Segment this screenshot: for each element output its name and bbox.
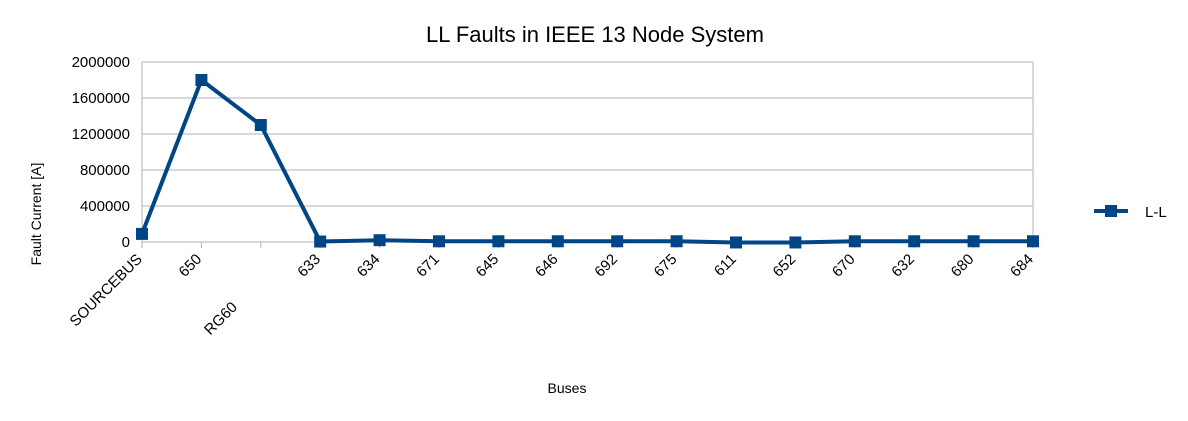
data-point bbox=[1027, 235, 1039, 248]
x-tick-label: 633 bbox=[294, 251, 324, 281]
y-tick-label: 400000 bbox=[80, 198, 130, 215]
x-tick-label: 692 bbox=[591, 251, 621, 281]
data-point bbox=[967, 235, 980, 248]
x-tick-label: 675 bbox=[651, 251, 681, 281]
x-tick-label: SOURCEBUS bbox=[67, 251, 146, 330]
legend: L-L bbox=[1094, 204, 1167, 221]
chart-title: LL Faults in IEEE 13 Node System bbox=[426, 22, 764, 47]
y-tick-label: 1600000 bbox=[72, 90, 130, 107]
x-tick-label: RG60 bbox=[201, 299, 241, 339]
legend-marker bbox=[1105, 205, 1117, 217]
data-point bbox=[551, 235, 564, 248]
x-tick-label: 645 bbox=[473, 251, 503, 281]
x-axis-ticks: SOURCEBUS 650 RG60 633 634 671 645 646 692 675 611… bbox=[67, 242, 1037, 339]
data-point bbox=[492, 235, 505, 248]
y-tick-label: 1200000 bbox=[72, 126, 130, 143]
data-point bbox=[908, 235, 921, 248]
data-point bbox=[314, 235, 327, 248]
series-l-l bbox=[136, 74, 1039, 249]
data-point bbox=[730, 236, 742, 249]
x-tick-label: 646 bbox=[532, 251, 562, 281]
data-point bbox=[373, 234, 386, 247]
x-axis-title: Buses bbox=[548, 380, 587, 396]
x-tick-label: 652 bbox=[770, 251, 800, 281]
x-tick-label: 670 bbox=[829, 251, 859, 281]
data-point bbox=[611, 235, 624, 248]
y-tick-label: 0 bbox=[122, 234, 130, 251]
data-point bbox=[670, 235, 683, 248]
data-point bbox=[433, 235, 445, 248]
x-tick-label: 671 bbox=[413, 251, 443, 281]
x-tick-label: 632 bbox=[888, 251, 918, 281]
x-tick-label: 684 bbox=[1007, 251, 1037, 281]
y-tick-label: 800000 bbox=[80, 162, 130, 179]
data-point bbox=[789, 236, 802, 249]
plot-frame bbox=[141, 62, 1034, 242]
y-axis-ticks: 0 400000 800000 1200000 1600000 2000000 bbox=[72, 54, 130, 251]
data-point bbox=[848, 235, 861, 248]
x-tick-label: 680 bbox=[948, 251, 978, 281]
y-tick-label: 2000000 bbox=[72, 54, 130, 71]
series-line bbox=[140, 78, 1033, 245]
x-tick-label: 611 bbox=[711, 251, 740, 280]
data-point bbox=[136, 227, 148, 240]
legend-label-l-l: L-L bbox=[1145, 204, 1167, 221]
data-point bbox=[195, 74, 208, 86]
data-point bbox=[254, 119, 267, 131]
y-axis-title: Fault Current [A] bbox=[28, 163, 44, 266]
x-tick-label: 634 bbox=[354, 251, 384, 281]
x-tick-label: 650 bbox=[176, 251, 206, 281]
